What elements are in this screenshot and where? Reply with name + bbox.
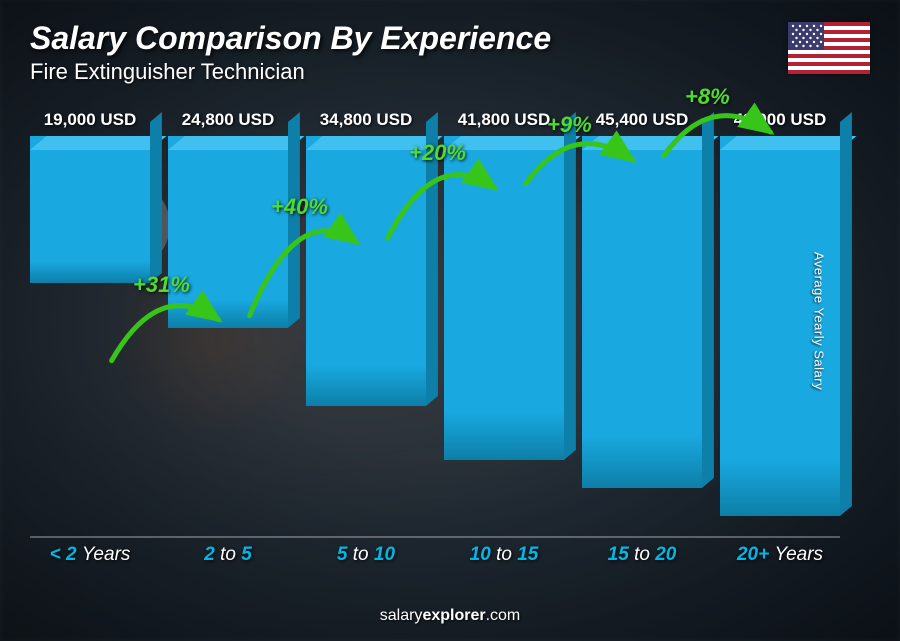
increase-arrow bbox=[388, 175, 495, 238]
bar-chart: 19,000 USD24,800 USD34,800 USD41,800 USD… bbox=[30, 110, 840, 566]
header: Salary Comparison By Experience Fire Ext… bbox=[30, 20, 870, 85]
chart-subtitle: Fire Extinguisher Technician bbox=[30, 59, 870, 85]
increase-arrow bbox=[250, 231, 357, 316]
increase-arrow bbox=[112, 306, 219, 361]
increase-arrow bbox=[664, 116, 771, 156]
chart-title: Salary Comparison By Experience bbox=[30, 20, 870, 57]
y-axis-label: Average Yearly Salary bbox=[811, 251, 826, 389]
increase-arrow bbox=[526, 144, 633, 184]
footer-attribution: salaryexplorer.com bbox=[0, 607, 900, 625]
pct-label: +8% bbox=[685, 84, 730, 110]
increase-arrows bbox=[30, 110, 840, 566]
us-flag-icon bbox=[788, 22, 870, 74]
